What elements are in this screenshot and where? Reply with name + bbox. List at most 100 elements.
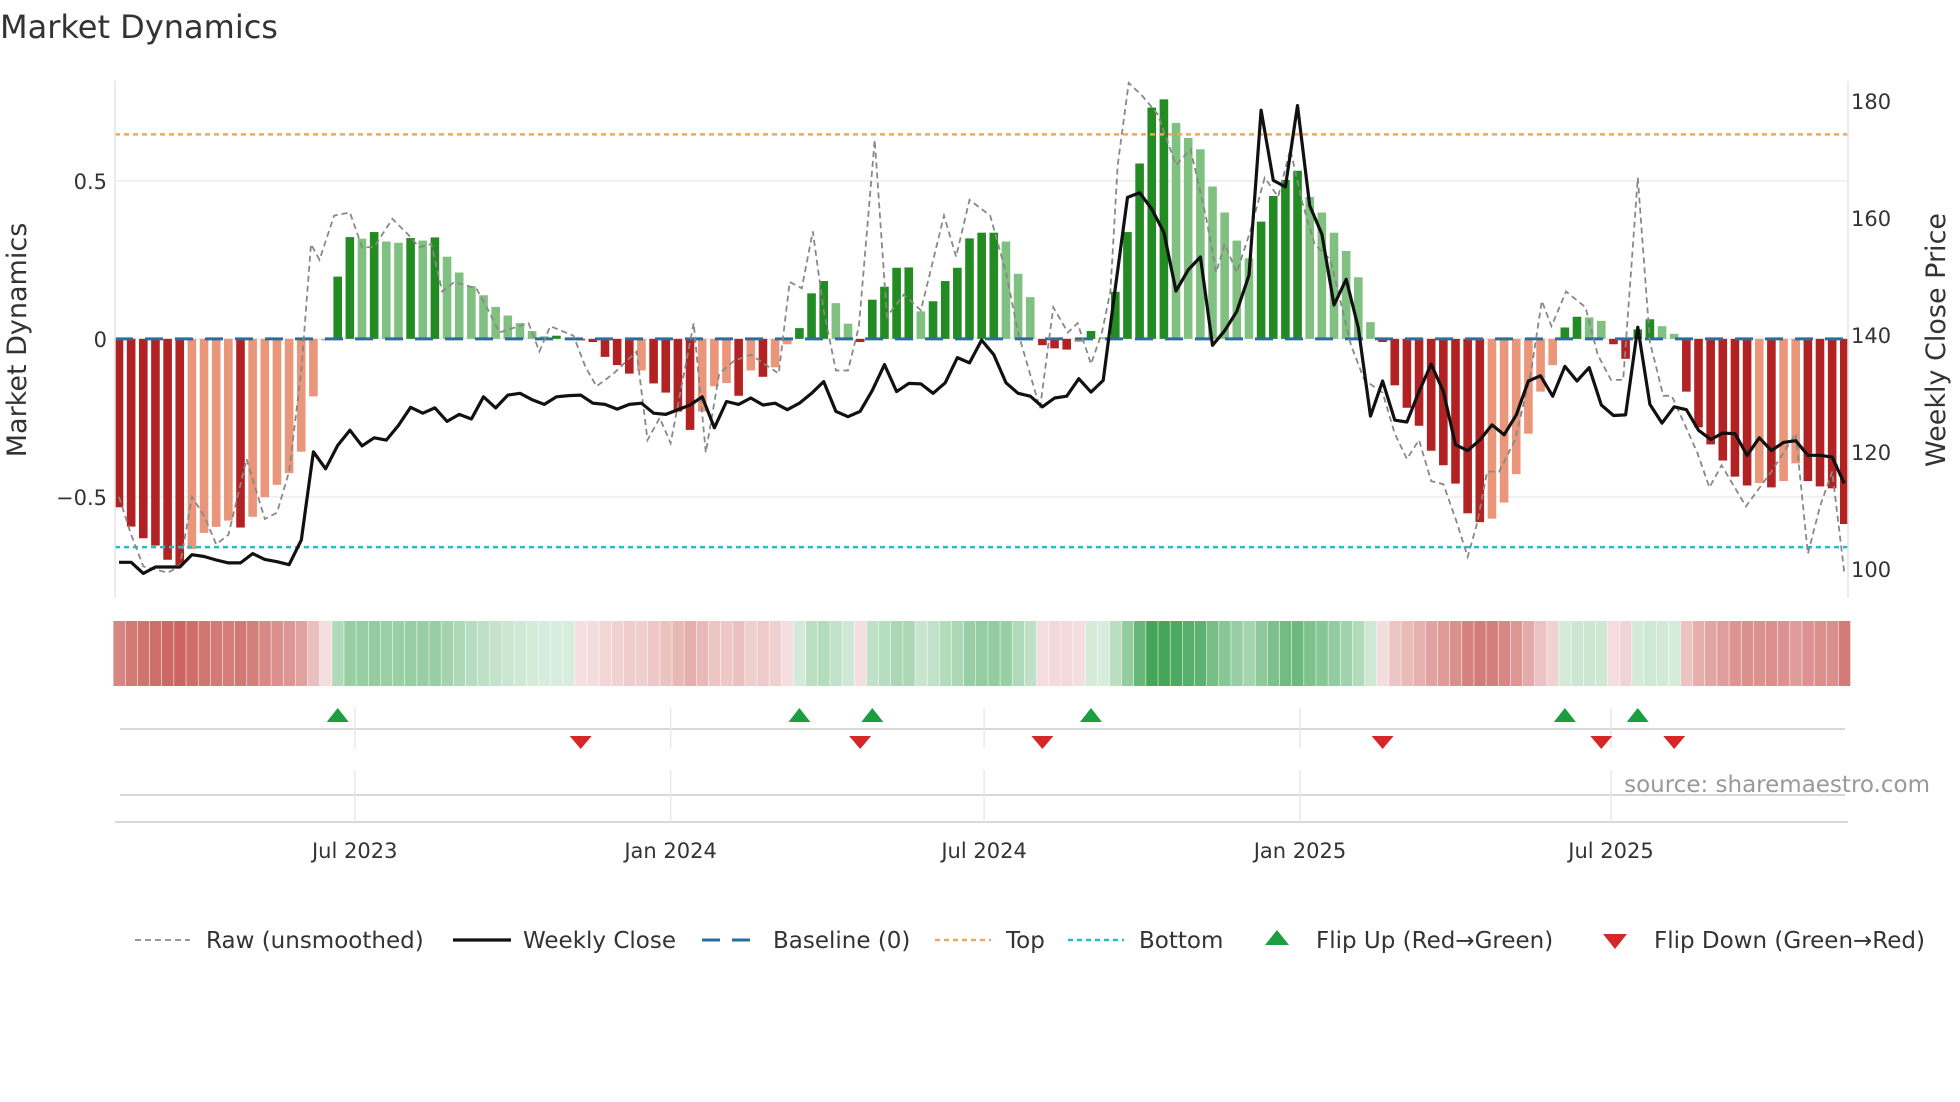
momentum-bar [1098,337,1108,339]
heat-strip-cell [1765,621,1778,686]
momentum-bar [1754,338,1764,483]
flip-down-marker [1590,736,1613,749]
heat-strip-cell [137,621,150,686]
heat-strip-cell [332,621,344,686]
heat-strip-cell [1425,621,1438,686]
heat-strip-cell [1206,621,1219,686]
series-lines [118,81,1846,576]
momentum-bar [1354,277,1363,339]
momentum-bar [1050,338,1059,349]
momentum-bar [612,338,622,366]
momentum-bar [1439,338,1448,466]
heat-strip-cell [903,621,915,686]
heat-strip-cell [769,621,782,686]
flip-down-marker [1371,736,1394,749]
momentum-bar [1268,196,1278,339]
heat-strip-cell [1267,621,1280,686]
heat-strip-cell [1474,621,1486,686]
momentum-bar [1767,338,1776,488]
heat-strip-cell [1583,621,1596,686]
heat-strip-cell [733,621,745,686]
momentum-bar [1414,338,1424,426]
momentum-bar [333,276,342,339]
heat-strip-cell [1802,621,1814,686]
momentum-bar [1244,258,1254,339]
flip-up-marker [1626,708,1649,722]
flip-down-marker [569,736,592,749]
heat-strip [113,621,1851,686]
heat-strip-cell [1401,621,1413,686]
heat-strip-cell [247,621,259,686]
heat-strip-cell [1000,621,1012,686]
heat-strip-cell [1522,621,1535,686]
heat-strip-cell [878,621,891,686]
flip-up-marker [326,708,349,722]
momentum-bar [1621,338,1630,359]
momentum-bar [1341,251,1351,339]
momentum-bars [114,99,1849,566]
momentum-bar [1111,291,1120,339]
momentum-bar [503,315,513,339]
momentum-bar [600,338,610,357]
heat-strip-cell [1595,621,1608,686]
heat-strip-cell [174,621,186,686]
heat-strip-cell [1340,621,1353,686]
weekly-close-line [119,103,1846,576]
momentum-bar [1317,212,1327,339]
momentum-bar [989,232,999,339]
chart-title: Market Dynamics [0,8,278,46]
momentum-bar [491,306,500,339]
heat-strip-cell [1462,621,1474,686]
heat-strip-cell [514,621,526,686]
right-axis-label: Weekly Close Price [1921,213,1952,467]
x-tick-label: Jul 2025 [1566,839,1653,863]
heat-strip-cell [453,621,466,686]
momentum-bar [248,338,257,517]
momentum-bar [382,241,391,339]
heat-strip-cell [915,621,927,686]
x-tick-label: Jul 2023 [310,839,397,863]
raw-line [118,81,1846,574]
legend-label: Raw (unsmoothed) [206,928,424,954]
momentum-bar [1025,297,1035,339]
momentum-bar [1062,338,1071,350]
heat-strip-cell [1814,621,1826,686]
momentum-bar [454,272,464,339]
legend-label: Baseline (0) [773,928,910,954]
heat-strip-cell [1352,621,1365,686]
momentum-bar [260,338,270,498]
heat-strip-cell [1377,621,1389,686]
momentum-bar [1511,338,1521,475]
heat-strip-cell [271,621,283,686]
heat-strip-cell [927,621,940,686]
heat-strip-cell [1741,621,1754,686]
heat-strip-cell [1012,621,1025,686]
momentum-bar [1293,170,1302,339]
momentum-bar [284,338,294,474]
momentum-bar [1572,316,1582,339]
heat-strip-cell [1182,621,1195,686]
heat-strip-cell [1838,621,1851,686]
momentum-bar [1669,333,1679,339]
x-tick-label: Jan 2024 [622,839,717,863]
heat-strip-cell [1134,621,1146,686]
heat-strip-cell [1304,621,1316,686]
heat-strip-cell [1231,621,1243,686]
legend-label: Bottom [1139,928,1223,954]
heat-strip-cell [550,621,563,686]
legend-label: Flip Down (Green→Red) [1654,928,1925,954]
heat-strip-cell [781,621,794,686]
momentum-bar [467,286,476,339]
momentum-bar [661,338,671,393]
heat-strip-cell [1620,621,1632,686]
heat-strip-cell [222,621,235,686]
momentum-bar [1366,322,1375,339]
momentum-bar [782,338,792,345]
momentum-bar [1013,273,1023,339]
momentum-bar [734,338,743,396]
momentum-bar [1147,107,1157,339]
legend: Raw (unsmoothed) Weekly Close Baseline (0)… [135,928,1925,954]
heat-strip-cell [149,621,162,686]
heat-strip-cell [805,621,818,686]
flip-down-marker [849,736,872,749]
